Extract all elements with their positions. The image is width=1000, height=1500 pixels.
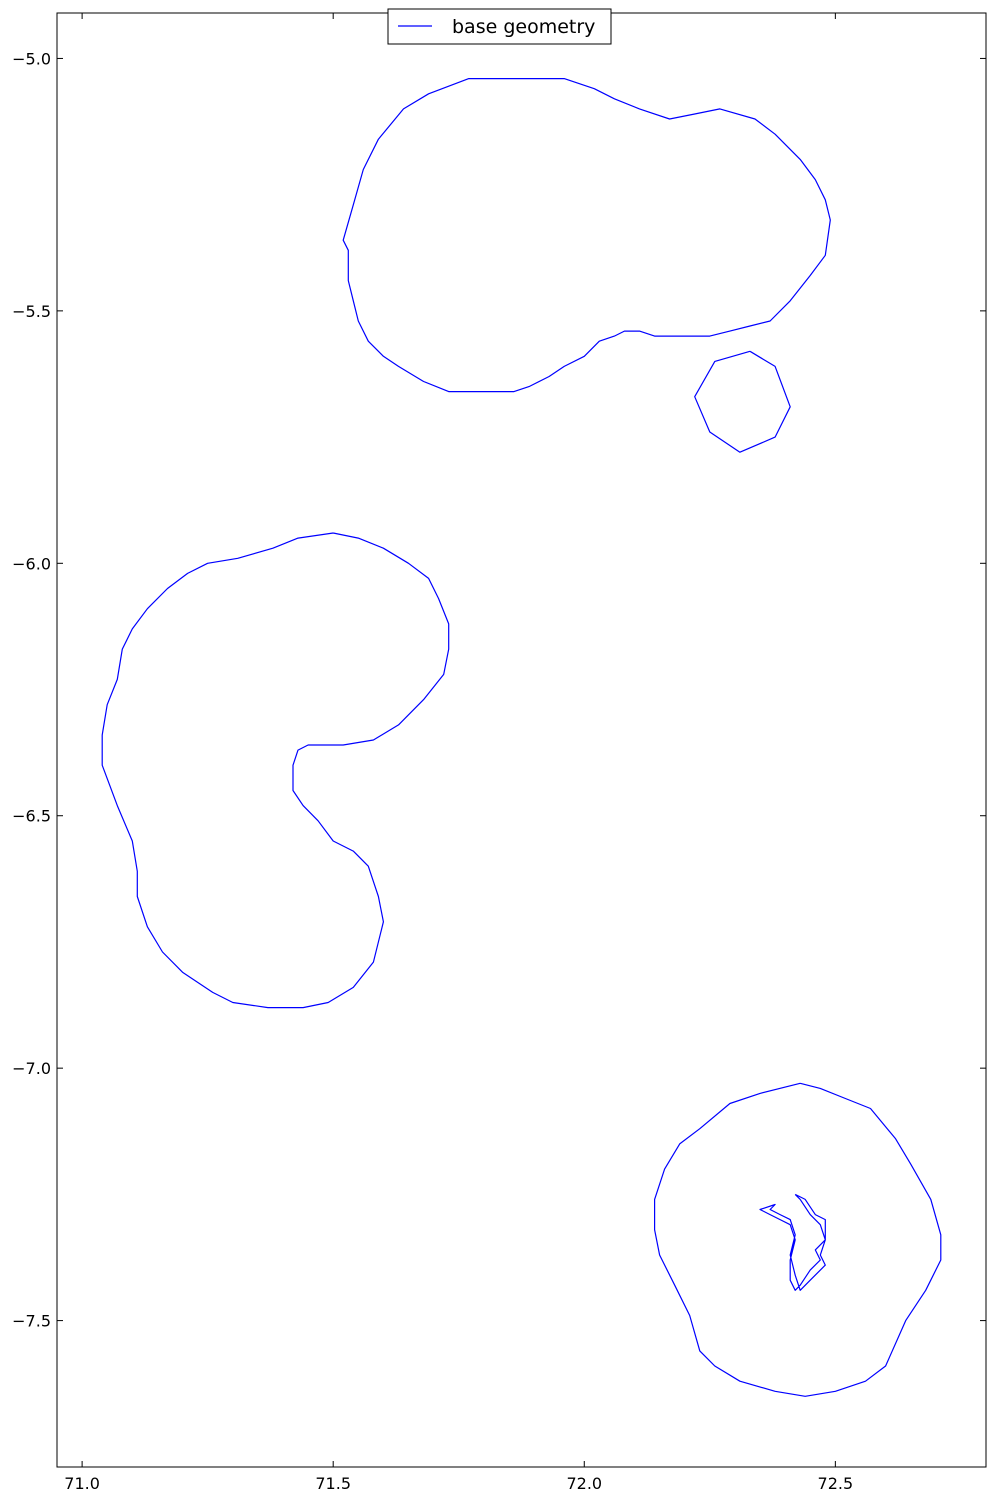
series-polyline-0-0 bbox=[342, 78, 831, 393]
y-tick-label: −6.5 bbox=[12, 807, 51, 826]
x-tick-label: 71.0 bbox=[64, 1474, 100, 1493]
x-tick-label: 71.5 bbox=[315, 1474, 351, 1493]
series-polyline-0-3 bbox=[654, 1082, 942, 1397]
series-polyline-0-2 bbox=[101, 532, 450, 1009]
y-tick-label: −5.0 bbox=[12, 49, 51, 68]
y-tick-label: −5.5 bbox=[12, 302, 51, 321]
x-axis: 71.0 71.5 72.0 72.5 bbox=[64, 13, 853, 1493]
x-tick-label: 72.5 bbox=[818, 1474, 854, 1493]
series-polyline-0-4 bbox=[759, 1193, 826, 1291]
legend: base geometry bbox=[387, 8, 612, 45]
y-tick-label: −7.5 bbox=[12, 1312, 51, 1331]
series-polyline-0-1 bbox=[694, 350, 791, 453]
y-axis: −5.0 −5.5 −6.0 −6.5 −7.0 −7.5 bbox=[12, 49, 986, 1331]
x-tick-label: 72.0 bbox=[566, 1474, 602, 1493]
y-tick-label: −7.0 bbox=[12, 1059, 51, 1078]
y-tick-label: −6.0 bbox=[12, 554, 51, 573]
series-layer bbox=[101, 78, 942, 1397]
legend-label: base geometry bbox=[452, 16, 595, 38]
